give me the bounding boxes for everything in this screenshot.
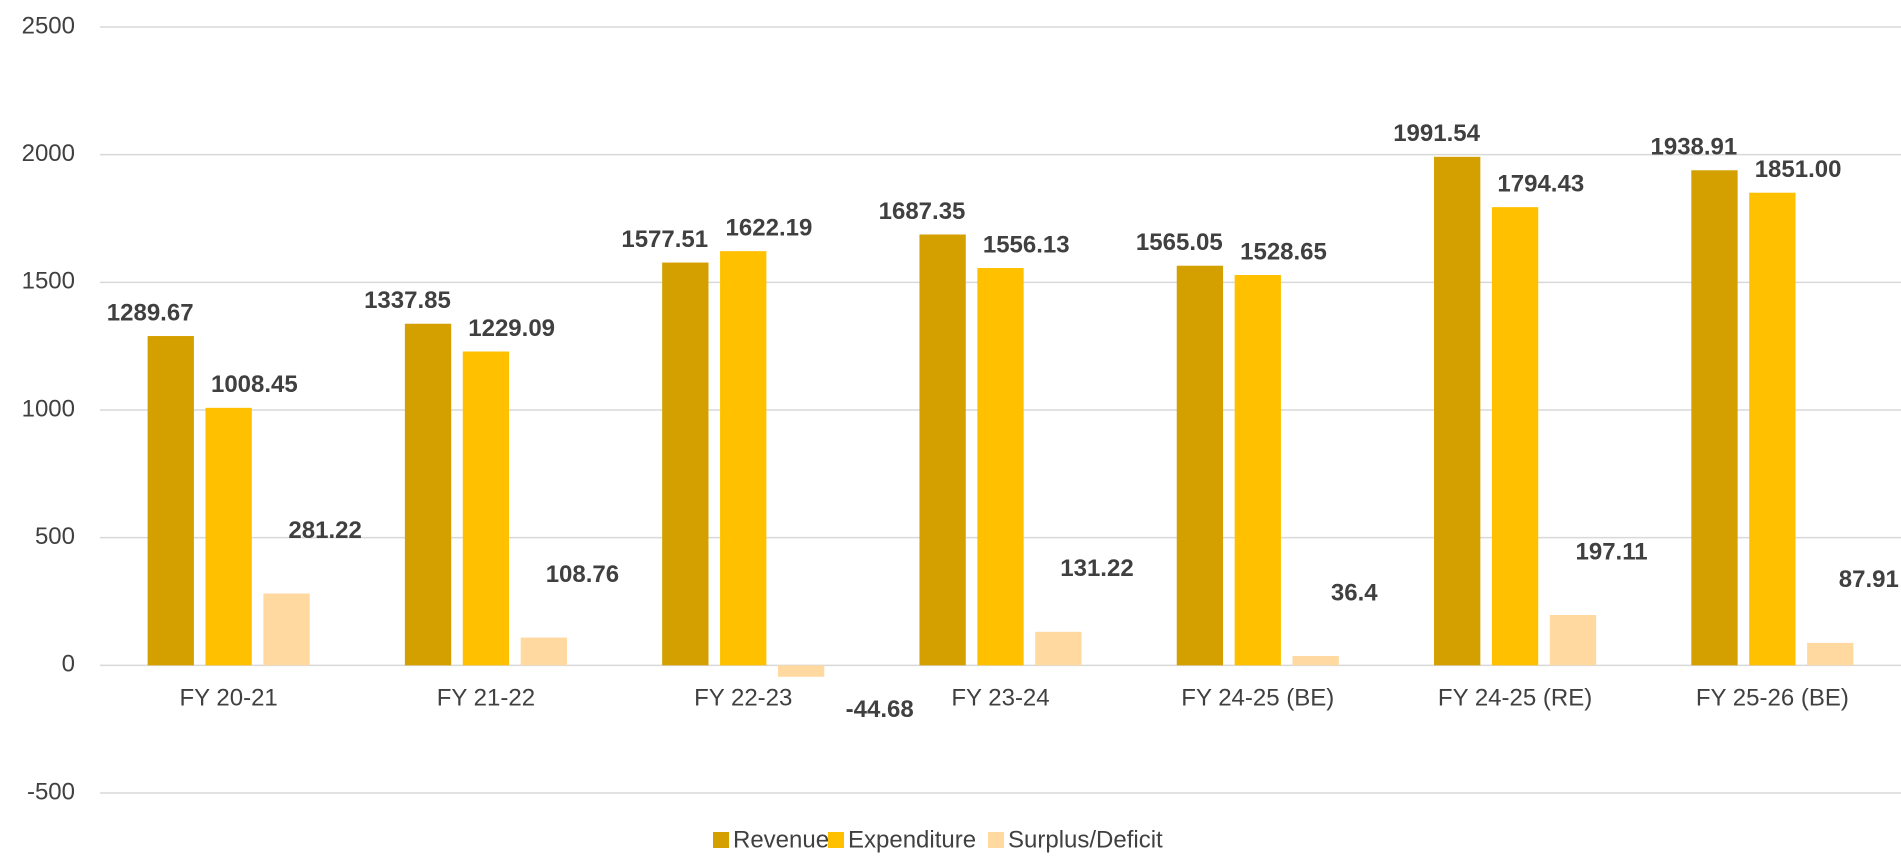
y-tick-label: 2500	[22, 12, 75, 39]
data-label: 1289.67	[107, 299, 194, 326]
y-tick-label: -500	[27, 778, 75, 805]
data-label: 197.11	[1576, 538, 1648, 565]
bar	[1035, 631, 1082, 666]
data-label: 1687.35	[879, 198, 966, 225]
data-label: 1991.54	[1393, 120, 1480, 147]
bar	[1434, 156, 1481, 666]
x-tick-label: FY 23-24	[951, 685, 1049, 712]
data-label: 36.4	[1331, 579, 1378, 606]
y-tick-label: 0	[62, 651, 75, 678]
data-label: 1622.19	[726, 214, 813, 241]
bar	[1691, 170, 1738, 666]
data-label: 1337.85	[364, 287, 451, 314]
y-tick-label: 2000	[22, 140, 75, 167]
y-tick-label: 500	[35, 523, 75, 550]
x-tick-label: FY 24-25 (BE)	[1181, 685, 1334, 712]
data-label: 1938.91	[1651, 134, 1738, 161]
bar	[720, 251, 767, 666]
y-tick-label: 1500	[22, 268, 75, 295]
bar	[520, 637, 567, 666]
data-label: -44.68	[846, 696, 914, 723]
x-tick-label: FY 25-26 (BE)	[1696, 685, 1849, 712]
bar	[1176, 265, 1224, 666]
bar	[1491, 207, 1539, 666]
x-tick-label: FY 24-25 (RE)	[1438, 685, 1592, 712]
data-label: 87.91	[1839, 566, 1899, 593]
data-label: 1565.05	[1136, 229, 1223, 256]
x-tick-label: FY 22-23	[694, 685, 792, 712]
bar	[1549, 615, 1597, 666]
data-label: 108.76	[546, 561, 619, 588]
bar	[1234, 275, 1281, 666]
bar	[404, 323, 452, 666]
bar	[147, 336, 194, 666]
data-label: 1577.51	[621, 226, 708, 253]
x-tick-label: FY 21-22	[437, 685, 535, 712]
bar	[263, 593, 310, 666]
data-label: 1528.65	[1240, 238, 1327, 265]
legend-swatch	[828, 832, 844, 848]
legend-swatch	[988, 832, 1004, 848]
legend-label: Revenue	[733, 826, 829, 853]
bar	[919, 234, 966, 666]
bar	[205, 407, 252, 666]
bar	[1749, 192, 1796, 666]
data-label: 281.22	[288, 517, 361, 544]
data-label: 1556.13	[983, 231, 1070, 258]
bar	[1292, 656, 1339, 666]
y-tick-label: 1000	[22, 395, 75, 422]
data-label: 1229.09	[468, 315, 555, 342]
bar	[1807, 642, 1854, 666]
bar	[462, 351, 510, 666]
data-label: 131.22	[1060, 555, 1133, 582]
bar	[977, 268, 1024, 666]
data-label: 1794.43	[1497, 170, 1584, 197]
bar	[777, 665, 825, 677]
legend-label: Expenditure	[848, 826, 976, 853]
x-tick-label: FY 20-21	[179, 685, 277, 712]
bar	[662, 262, 709, 666]
data-label: 1851.00	[1755, 156, 1842, 183]
legend-label: Surplus/Deficit	[1008, 826, 1163, 853]
data-label: 1008.45	[211, 371, 298, 398]
legend-swatch	[713, 832, 729, 848]
